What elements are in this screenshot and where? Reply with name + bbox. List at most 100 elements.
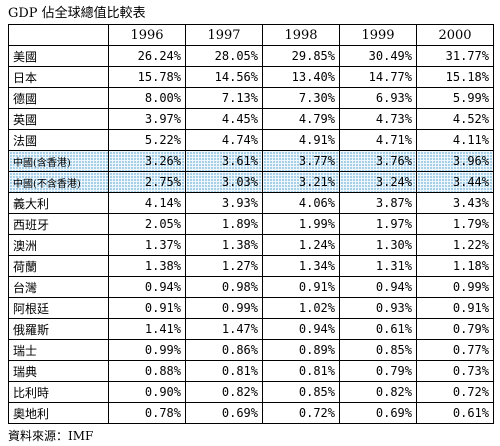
value-cell: 3.93% [185, 192, 263, 214]
value-cell: 1.41% [108, 318, 186, 340]
value-cell: 0.81% [185, 360, 263, 382]
value-cell: 0.90% [108, 381, 186, 403]
country-cell: 法國 [8, 129, 109, 151]
value-cell: 4.06% [262, 192, 340, 214]
value-cell: 0.85% [339, 339, 417, 361]
value-cell: 26.24% [108, 45, 186, 67]
value-cell: 0.91% [108, 297, 186, 319]
country-cell: 比利時 [8, 381, 109, 403]
country-cell: 澳洲 [8, 234, 109, 256]
table-row: 台灣 0.94% 0.98% 0.91% 0.94% 0.99% [8, 276, 494, 298]
table-row: 瑞典 0.88% 0.81% 0.81% 0.79% 0.73% [8, 360, 494, 382]
country-cell: 德國 [8, 87, 109, 109]
country-cell: 瑞士 [8, 339, 109, 361]
value-cell: 3.87% [339, 192, 417, 214]
value-cell: 0.81% [262, 360, 340, 382]
table-row: 荷蘭 1.38% 1.27% 1.34% 1.31% 1.18% [8, 255, 494, 277]
country-cell: 中國(含香港) [8, 150, 109, 172]
value-cell: 0.85% [262, 381, 340, 403]
value-cell: 1.31% [339, 255, 417, 277]
value-cell: 0.82% [185, 381, 263, 403]
year-header: 1996 [108, 24, 186, 46]
value-cell: 1.18% [416, 255, 494, 277]
value-cell: 8.00% [108, 87, 186, 109]
value-cell: 0.98% [185, 276, 263, 298]
country-cell: 台灣 [8, 276, 109, 298]
value-cell: 0.69% [185, 402, 263, 424]
value-cell: 0.72% [416, 381, 494, 403]
value-cell: 2.75% [108, 171, 186, 193]
table-row: 俄羅斯 1.41% 1.47% 0.94% 0.61% 0.79% [8, 318, 494, 340]
table-row: 日本 15.78% 14.56% 13.40% 14.77% 15.18% [8, 66, 494, 88]
value-cell: 3.76% [339, 150, 417, 172]
value-cell: 1.89% [185, 213, 263, 235]
value-cell: 5.22% [108, 129, 186, 151]
value-cell: 0.94% [108, 276, 186, 298]
value-cell: 0.77% [416, 339, 494, 361]
value-cell: 4.71% [339, 129, 417, 151]
value-cell: 0.72% [262, 402, 340, 424]
table-row: 中國(含香港) 3.26% 3.61% 3.77% 3.76% 3.96% [8, 150, 494, 172]
value-cell: 0.88% [108, 360, 186, 382]
value-cell: 3.26% [108, 150, 186, 172]
value-cell: 29.85% [262, 45, 340, 67]
value-cell: 3.44% [416, 171, 494, 193]
value-cell: 0.91% [416, 297, 494, 319]
corner-cell [8, 24, 109, 46]
table-body: 美國 26.24% 28.05% 29.85% 30.49% 31.77% 日本 15.78%… [8, 45, 494, 424]
country-cell: 中國(不含香港) [8, 171, 109, 193]
value-cell: 0.82% [339, 381, 417, 403]
value-cell: 0.89% [262, 339, 340, 361]
table-row: 德國 8.00% 7.13% 7.30% 6.93% 5.99% [8, 87, 494, 109]
table-row: 美國 26.24% 28.05% 29.85% 30.49% 31.77% [8, 45, 494, 67]
value-cell: 14.56% [185, 66, 263, 88]
table-header: 1996 1997 1998 1999 2000 [8, 24, 494, 46]
value-cell: 0.94% [339, 276, 417, 298]
country-cell: 西班牙 [8, 213, 109, 235]
value-cell: 1.02% [262, 297, 340, 319]
country-cell: 奧地利 [8, 402, 109, 424]
table-row: 澳洲 1.37% 1.38% 1.24% 1.30% 1.22% [8, 234, 494, 256]
country-cell: 日本 [8, 66, 109, 88]
value-cell: 1.38% [108, 255, 186, 277]
value-cell: 1.34% [262, 255, 340, 277]
value-cell: 15.78% [108, 66, 186, 88]
value-cell: 0.73% [416, 360, 494, 382]
value-cell: 0.99% [416, 276, 494, 298]
value-cell: 1.22% [416, 234, 494, 256]
value-cell: 3.96% [416, 150, 494, 172]
value-cell: 28.05% [185, 45, 263, 67]
value-cell: 4.91% [262, 129, 340, 151]
value-cell: 0.61% [416, 402, 494, 424]
value-cell: 4.73% [339, 108, 417, 130]
table-row: 阿根廷 0.91% 0.99% 1.02% 0.93% 0.91% [8, 297, 494, 319]
value-cell: 3.97% [108, 108, 186, 130]
table-row: 英國 3.97% 4.45% 4.79% 4.73% 4.52% [8, 108, 494, 130]
country-cell: 義大利 [8, 192, 109, 214]
value-cell: 4.11% [416, 129, 494, 151]
country-cell: 瑞典 [8, 360, 109, 382]
value-cell: 6.93% [339, 87, 417, 109]
country-cell: 美國 [8, 45, 109, 67]
table-row: 中國(不含香港) 2.75% 3.03% 3.21% 3.24% 3.44% [8, 171, 494, 193]
value-cell: 1.24% [262, 234, 340, 256]
value-cell: 3.77% [262, 150, 340, 172]
value-cell: 0.99% [108, 339, 186, 361]
value-cell: 0.93% [339, 297, 417, 319]
value-cell: 4.45% [185, 108, 263, 130]
value-cell: 1.27% [185, 255, 263, 277]
table-title: GDP 佔全球總值比較表 [8, 6, 146, 21]
table-row: 瑞士 0.99% 0.86% 0.89% 0.85% 0.77% [8, 339, 494, 361]
value-cell: 1.97% [339, 213, 417, 235]
value-cell: 1.37% [108, 234, 186, 256]
value-cell: 4.74% [185, 129, 263, 151]
value-cell: 30.49% [339, 45, 417, 67]
country-cell: 阿根廷 [8, 297, 109, 319]
value-cell: 15.18% [416, 66, 494, 88]
value-cell: 7.13% [185, 87, 263, 109]
value-cell: 0.79% [416, 318, 494, 340]
table-row: 奧地利 0.78% 0.69% 0.72% 0.69% 0.61% [8, 402, 494, 424]
year-header: 1999 [339, 24, 417, 46]
